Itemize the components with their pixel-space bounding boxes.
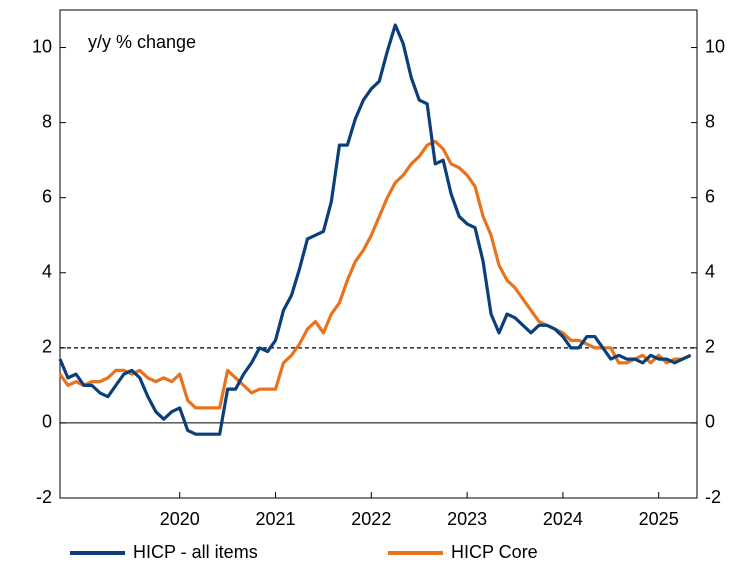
legend-label: HICP - all items (133, 542, 258, 562)
x-tick-label: 2022 (351, 509, 391, 529)
series-line (58, 23, 692, 436)
y2-tick-label: 0 (705, 412, 715, 432)
y-tick-label: 10 (32, 36, 52, 56)
y2-tick-label: 10 (705, 36, 725, 56)
plot-frame (59, 9, 698, 499)
x-tick-label: 2020 (160, 509, 200, 529)
y-tick-label: -2 (36, 487, 52, 507)
y2-tick-label: 8 (705, 111, 715, 131)
y-tick-label: 6 (42, 186, 52, 206)
legend-label: HICP Core (451, 542, 538, 562)
x-tick-label: 2023 (447, 509, 487, 529)
x-tick-label: 2021 (256, 509, 296, 529)
series-line (58, 139, 692, 410)
x-tick-label: 2025 (639, 509, 679, 529)
y-tick-label: 2 (42, 337, 52, 357)
annotation: y/y % change (88, 32, 196, 52)
y2-tick-label: 4 (705, 262, 715, 282)
y2-tick-label: -2 (705, 487, 721, 507)
x-tick-label: 2024 (543, 509, 583, 529)
y2-tick-label: 2 (705, 337, 715, 357)
y-tick-label: 0 (42, 412, 52, 432)
y2-tick-label: 6 (705, 186, 715, 206)
y-tick-label: 4 (42, 262, 52, 282)
y-tick-label: 8 (42, 111, 52, 131)
